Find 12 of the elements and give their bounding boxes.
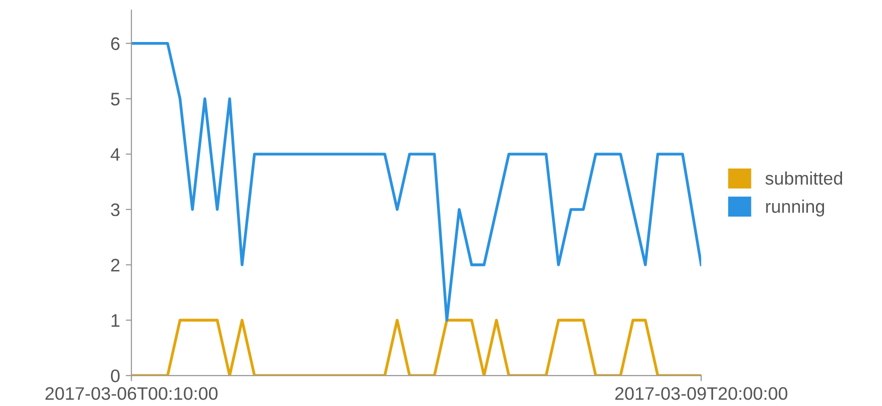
y-tick-label: 3: [110, 203, 120, 216]
x-tick-label: 2017-03-09T20:00:00: [615, 387, 788, 400]
y-tick-label: 6: [111, 37, 120, 50]
x-tick-label: 2017-03-06T00:10:00: [46, 387, 218, 400]
legend-label: submitted: [765, 172, 842, 185]
y-tick-label: 4: [110, 148, 120, 161]
line-series: [131, 42, 702, 322]
legend-label: running: [766, 200, 824, 216]
y-tick-label: 2: [111, 258, 120, 272]
y-tick-label: 5: [110, 92, 120, 106]
y-tick-label: 1: [112, 314, 120, 327]
y-tick-label: 0: [110, 369, 120, 382]
